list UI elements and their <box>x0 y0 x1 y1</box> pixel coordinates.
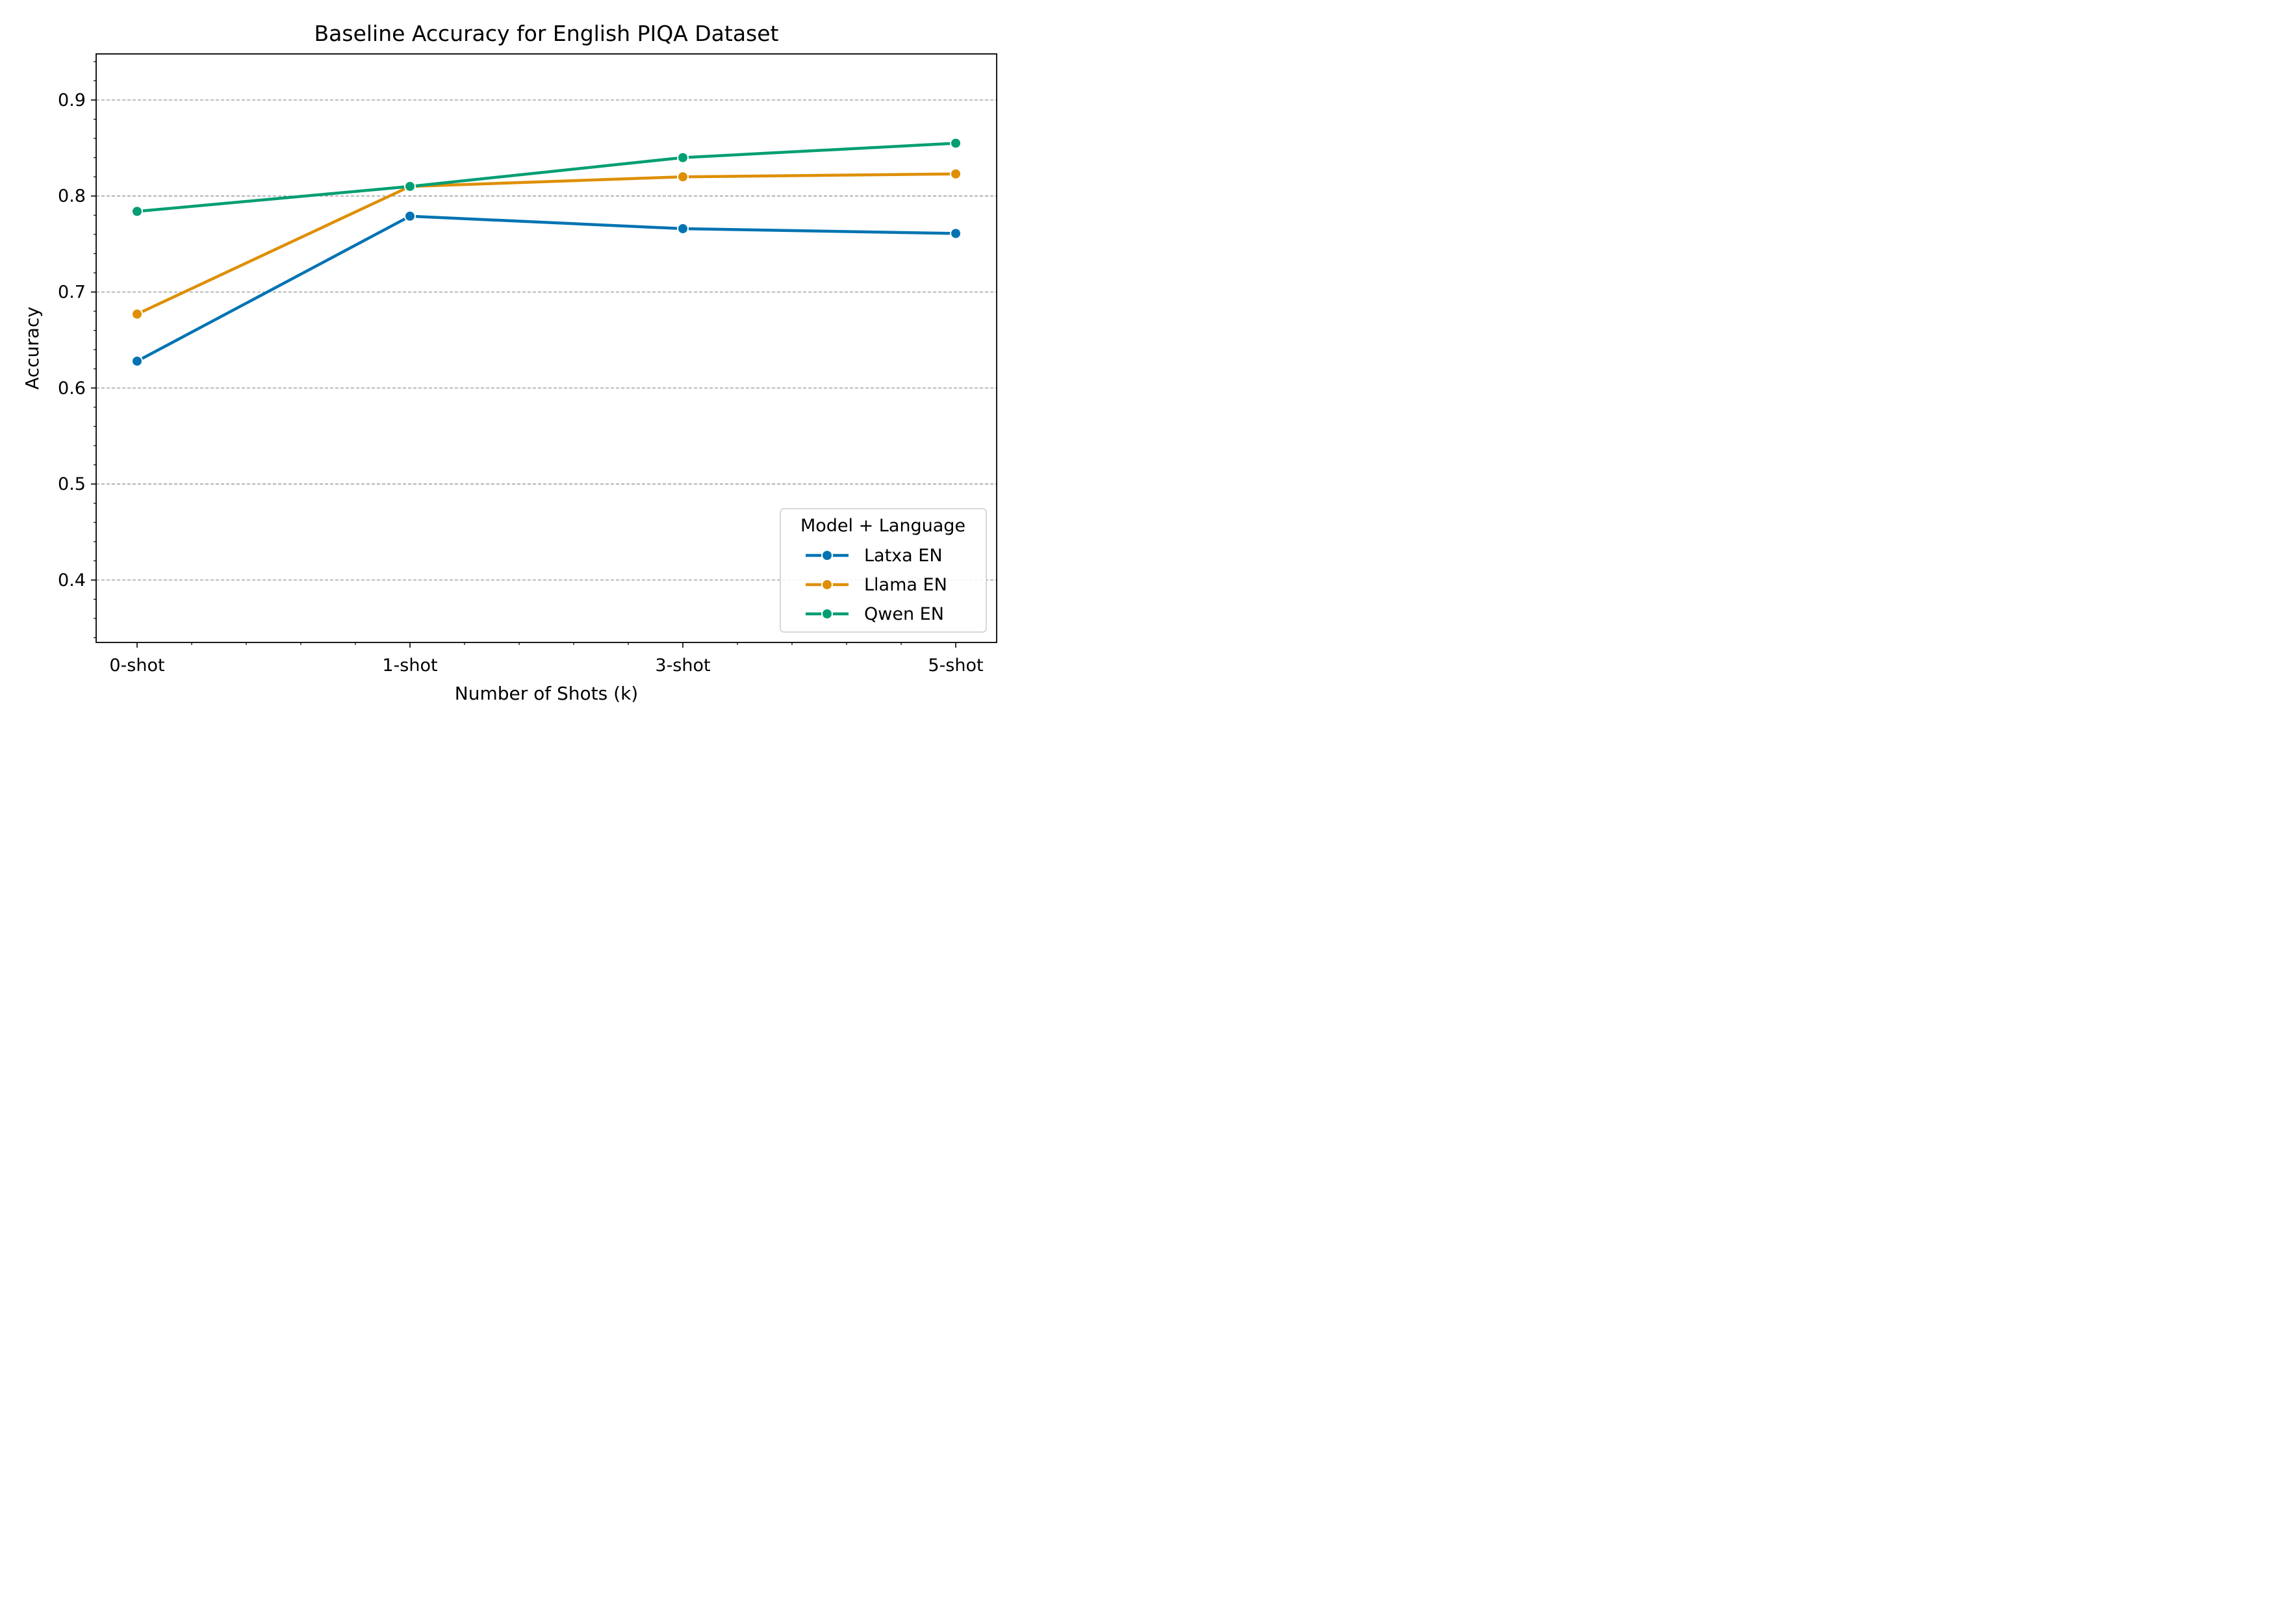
data-point-qwen-en <box>404 180 416 192</box>
series-layer <box>131 137 962 367</box>
series-line-latxa-en <box>135 214 958 363</box>
y-tick-label: 0.5 <box>58 474 86 494</box>
plot-frame <box>96 53 997 643</box>
x-tick-label: 3-shot <box>655 655 710 676</box>
line-chart: Baseline Accuracy for English PIQA Datas… <box>0 0 1018 717</box>
series-line-qwen-en <box>135 142 958 213</box>
y-tick-label: 0.9 <box>58 90 86 110</box>
data-point-latxa-en <box>404 210 416 222</box>
data-point-llama-en <box>677 171 689 183</box>
legend-marker-latxa-en <box>821 550 833 561</box>
y-tick-label: 0.6 <box>58 378 86 398</box>
legend: Model + Language Latxa EN Llama EN Qwen EN <box>780 508 987 633</box>
data-point-qwen-en <box>677 151 689 164</box>
legend-marker-llama-en <box>821 579 833 590</box>
data-point-qwen-en <box>950 137 962 149</box>
data-point-latxa-en <box>677 222 689 235</box>
data-point-latxa-en <box>950 227 962 240</box>
legend-marker-qwen-en <box>821 608 833 620</box>
series-line-llama-en <box>135 172 958 316</box>
x-axis-ticks: 0-shot 1-shot 3-shot 5-shot <box>109 642 984 676</box>
data-point-llama-en <box>950 168 962 180</box>
y-axis-ticks: 0.4 0.5 0.6 0.7 0.8 0.9 <box>58 61 96 639</box>
legend-label-latxa-en: Latxa EN <box>864 546 943 566</box>
y-axis-label: Accuracy <box>21 307 43 390</box>
data-point-llama-en <box>131 308 143 320</box>
x-tick-label: 1-shot <box>382 655 437 676</box>
x-axis-label: Number of Shots (k) <box>455 683 638 704</box>
x-tick-label: 0-shot <box>109 655 164 676</box>
legend-label-llama-en: Llama EN <box>864 575 947 595</box>
legend-label-qwen-en: Qwen EN <box>864 604 944 624</box>
data-point-qwen-en <box>131 205 143 218</box>
y-tick-label: 0.8 <box>58 186 86 207</box>
x-tick-label: 5-shot <box>928 655 983 676</box>
chart-figure: Baseline Accuracy for English PIQA Datas… <box>0 0 1018 717</box>
legend-title: Model + Language <box>800 516 965 536</box>
legend-frame <box>780 508 987 633</box>
y-tick-label: 0.4 <box>58 570 86 590</box>
grid-lines <box>96 99 997 581</box>
data-point-latxa-en <box>131 355 143 367</box>
chart-title: Baseline Accuracy for English PIQA Datas… <box>314 21 779 46</box>
legend-entries: Latxa EN Llama EN Qwen EN <box>806 546 947 624</box>
y-tick-label: 0.7 <box>58 283 86 303</box>
